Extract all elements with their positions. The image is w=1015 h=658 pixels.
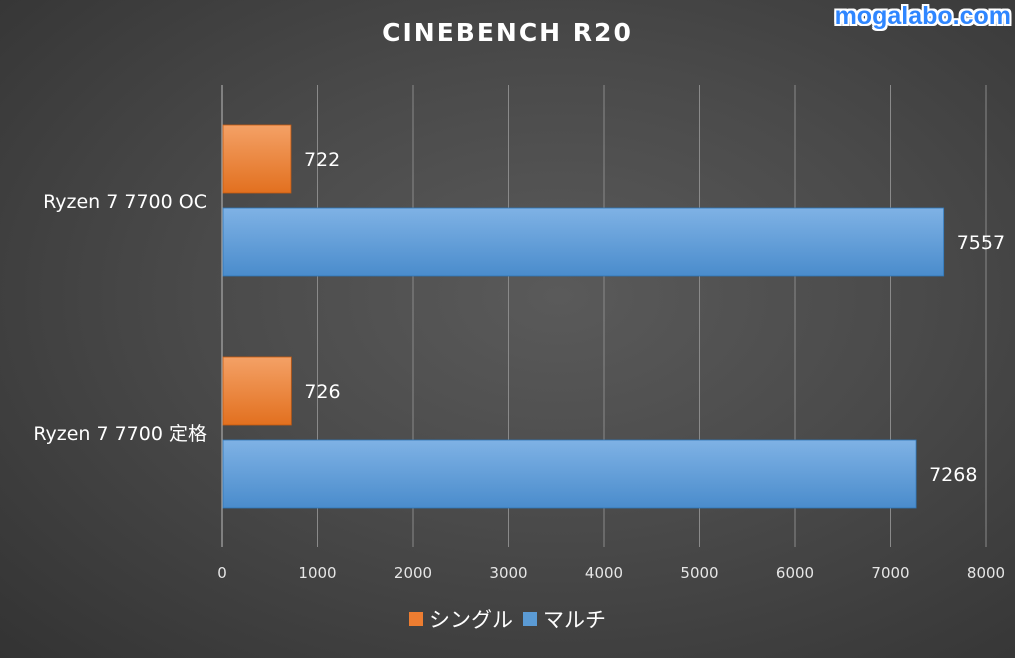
- data-label: 7268: [929, 464, 977, 486]
- category-label: Ryzen 7 7700 定格: [33, 423, 207, 445]
- x-tick-label: 8000: [967, 564, 1005, 582]
- legend-swatch-multi: [523, 612, 537, 626]
- legend-swatch-single: [409, 612, 423, 626]
- watermark-logo: mogalabo.com: [834, 2, 1011, 30]
- bar-multi: [222, 439, 917, 509]
- x-tick-label: 4000: [585, 564, 623, 582]
- legend-label-single: シングル: [429, 608, 513, 632]
- bar-single: [222, 124, 292, 194]
- category-label: Ryzen 7 7700 OC: [43, 191, 207, 213]
- x-tick-label: 3000: [489, 564, 527, 582]
- x-tick-label: 1000: [298, 564, 336, 582]
- labels: 0 1000 2000 3000 4000 5000 6000 7000 8000 Ryzen 7…: [33, 149, 1005, 582]
- legend-label-multi: マルチ: [543, 608, 606, 632]
- bars: [222, 124, 945, 509]
- x-tick-label: 6000: [776, 564, 814, 582]
- legend: シングル マルチ: [0, 604, 1015, 634]
- x-tick-label: 0: [217, 564, 227, 582]
- legend-item-single: シングル: [409, 604, 513, 634]
- bar-single: [222, 356, 292, 426]
- data-label: 722: [304, 149, 340, 171]
- x-tick-label: 2000: [394, 564, 432, 582]
- data-label: 726: [304, 381, 340, 403]
- x-tick-label: 7000: [871, 564, 909, 582]
- data-label: 7557: [957, 232, 1005, 254]
- x-tick-label: 5000: [680, 564, 718, 582]
- legend-item-multi: マルチ: [523, 604, 606, 634]
- bar-multi: [222, 207, 945, 277]
- chart-title: CINEBENCH R20: [382, 18, 633, 47]
